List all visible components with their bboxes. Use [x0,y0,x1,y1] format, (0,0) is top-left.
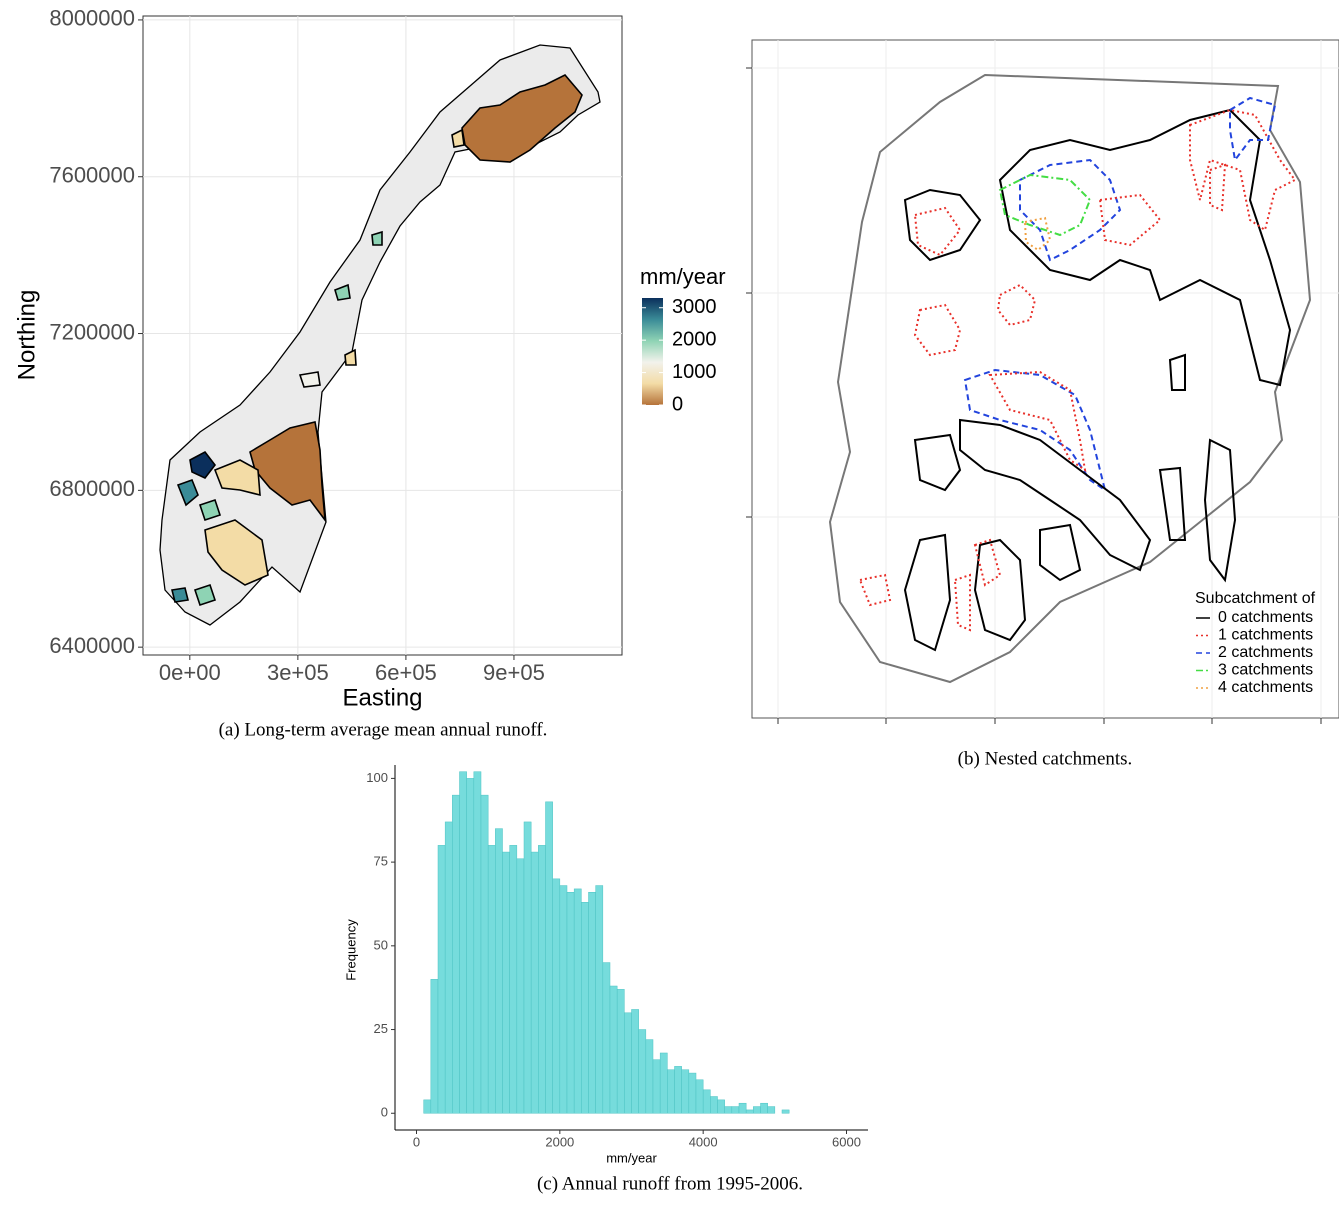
bar [503,852,510,1113]
bar [632,1009,639,1113]
bar [546,802,553,1113]
y-axis-label: Frequency [343,919,358,981]
catchment [172,588,188,602]
bar [782,1110,789,1113]
y-tick-label: 8000000 [49,6,135,31]
bar [675,1066,682,1113]
y-tick-label: 7200000 [49,319,135,344]
y-tick-label: 0 [381,1105,388,1120]
bar [481,795,488,1113]
bar [431,979,438,1113]
bar [460,772,467,1114]
bar [696,1080,703,1113]
y-tick-label: 6800000 [49,476,135,501]
legend-label: 0 catchments [1218,609,1313,626]
bar [639,1030,646,1114]
x-tick-label: 4000 [689,1134,718,1149]
bar [488,845,495,1113]
y-tick-label: 100 [366,770,388,785]
bar [768,1107,775,1114]
bar [517,859,524,1113]
bar [474,772,481,1114]
bar [689,1073,696,1113]
bar [682,1070,689,1114]
y-tick-label: 75 [374,854,388,869]
bar [718,1100,725,1113]
x-tick-label: 0 [413,1134,420,1149]
y-tick-label: 6400000 [49,633,135,658]
x-tick-label: 2000 [545,1134,574,1149]
legend-label: 1 catchments [1218,627,1313,644]
bar [510,845,517,1113]
bar [538,845,545,1113]
bar [603,963,610,1114]
bar [732,1107,739,1114]
page: 0e+00 3e+05 6e+05 9e+05 6400000 6800000 720000… [0,0,1339,1218]
legend-label: 4 catchments [1218,679,1313,696]
bar [617,989,624,1113]
bar [667,1070,674,1114]
bar [467,778,474,1113]
bar [703,1090,710,1113]
caption: (b) Nested catchments. [958,748,1133,769]
bar [495,829,502,1114]
bar [746,1110,753,1113]
bar [596,886,603,1114]
bar [646,1040,653,1114]
bar [567,892,574,1113]
bar [710,1097,717,1114]
catchment [300,372,320,387]
y-axis-label: Northing [13,290,40,381]
legend-title: mm/year [640,264,726,289]
bar [610,986,617,1113]
bar [739,1103,746,1113]
bar [761,1103,768,1113]
bar [574,889,581,1113]
legend-label: 2 catchments [1218,644,1313,661]
bar [424,1100,431,1113]
colorbar-label: 0 [672,393,683,415]
legend-label: 3 catchments [1218,662,1313,679]
bar [581,902,588,1113]
figure: 0e+00 3e+05 6e+05 9e+05 6400000 6800000 720000… [0,0,1339,1218]
legend-title: Subcatchment of [1195,590,1316,607]
bar [553,879,560,1113]
colorbar-label: 1000 [672,361,717,383]
histogram: 0 2000 4000 6000 0 25 50 75 100 mm/year Frequency [343,765,868,1165]
colorbar-label: 3000 [672,296,717,318]
bar [438,845,445,1113]
x-tick-label: 9e+05 [483,660,545,685]
bar [445,822,452,1113]
caption: (a) Long-term average mean annual runoff… [219,719,548,740]
caption: (c) Annual runoff from 1995-2006. [537,1173,803,1194]
bar [624,1013,631,1113]
bar [753,1107,760,1114]
bar [524,822,531,1113]
bar [560,886,567,1114]
bar [452,795,459,1113]
x-axis-label: Easting [342,684,422,711]
catchment [372,232,382,245]
bar [531,852,538,1113]
y-tick-label: 50 [374,937,388,952]
x-tick-label: 6e+05 [375,660,437,685]
bar [653,1060,660,1114]
bar [589,892,596,1113]
y-tick-label: 25 [374,1021,388,1036]
x-tick-label: 3e+05 [267,660,329,685]
y-tick-label: 7600000 [49,163,135,188]
colorbar-label: 2000 [672,328,717,350]
bar [725,1107,732,1114]
colorbar [642,298,663,405]
bar [660,1053,667,1113]
x-tick-label: 0e+00 [159,660,221,685]
x-axis-label: mm/year [606,1150,657,1165]
x-tick-label: 6000 [832,1134,861,1149]
